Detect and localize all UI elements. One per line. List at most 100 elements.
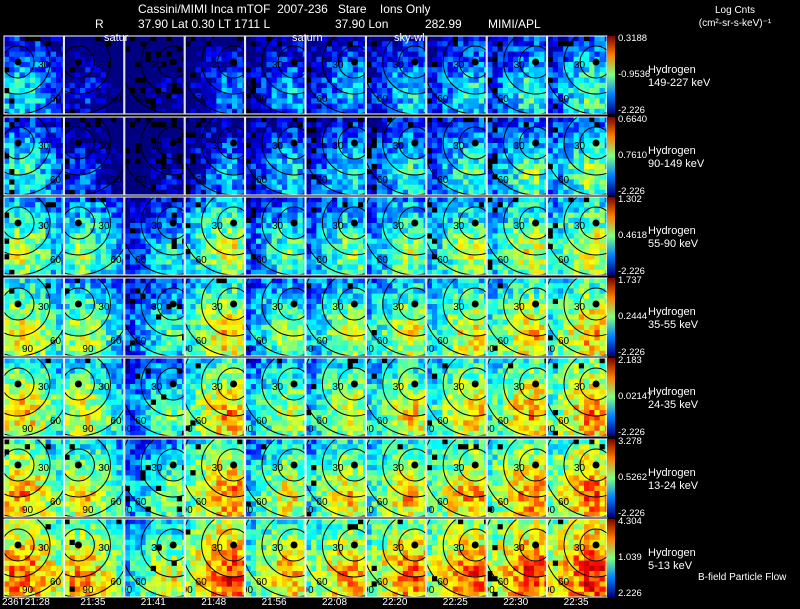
saturn-marker <box>290 461 298 469</box>
contour-line <box>140 519 185 578</box>
saturn-marker <box>169 139 177 147</box>
contour-line <box>201 197 245 256</box>
panel-frame <box>63 277 125 357</box>
panel-frame <box>184 277 246 357</box>
longitude-label: 37.90 Lon <box>335 17 389 31</box>
panel-r3-c0: 30 60 90 <box>4 278 64 356</box>
contour-label: 30 <box>212 382 224 393</box>
panel-label-sky: sky-wl <box>394 32 425 44</box>
contour-label: 90 <box>302 424 314 435</box>
contour-label: 60 <box>256 94 268 105</box>
contour-label: 60 <box>498 497 510 508</box>
contour-line <box>156 45 185 79</box>
saturn-marker <box>532 219 540 227</box>
panel-frame <box>63 196 125 276</box>
panel-r5-c0: 30 60 90 <box>4 439 64 517</box>
contour-line <box>156 126 185 160</box>
contour-label: 30 <box>272 543 284 554</box>
contour-label: 60 <box>377 255 389 266</box>
saturn-marker <box>350 139 358 147</box>
panel-frame <box>245 357 306 437</box>
colorbar-title-text: Log Cnts <box>714 5 756 16</box>
contour-line <box>4 358 51 417</box>
time-label: 21:56 <box>261 597 287 608</box>
contour-label: 60 <box>196 255 208 266</box>
contour-label: 30 <box>151 60 163 71</box>
contour-line <box>261 117 306 176</box>
contour-line <box>563 519 607 578</box>
contour-line <box>156 367 185 401</box>
contour-label: 60 <box>256 336 268 347</box>
contour-label: 30 <box>453 543 465 554</box>
contour-label: 60 <box>377 94 389 105</box>
contour-label: 90 <box>121 505 133 516</box>
contour-label: 30 <box>212 221 224 232</box>
contour-label: 30 <box>453 60 465 71</box>
contour-label: 30 <box>332 382 344 393</box>
contour-label: 30 <box>151 221 163 232</box>
contour-label: 30 <box>272 60 284 71</box>
contour-label: 60 <box>498 255 510 266</box>
saturn-marker <box>411 461 419 469</box>
contour-label: 30 <box>38 60 50 71</box>
contour-label: 30 <box>514 382 526 393</box>
contour-label: 60 <box>377 175 389 186</box>
contour-line <box>503 117 547 176</box>
contour-line <box>64 126 95 160</box>
contour-label: 30 <box>151 141 163 152</box>
panel-r1-c5: 30 60 <box>306 117 366 195</box>
contour-line <box>458 126 487 160</box>
contour-line <box>64 358 111 417</box>
contour-line <box>140 358 185 417</box>
contour-line <box>4 206 35 240</box>
contour-line <box>321 36 366 95</box>
contour-label: 60 <box>135 497 147 508</box>
contour-line <box>503 358 547 417</box>
contour-label: 90 <box>423 585 435 596</box>
contour-label: 30 <box>332 302 344 313</box>
saturn-marker <box>169 380 177 388</box>
contour-label: 90 <box>242 505 254 516</box>
contour-line <box>217 367 245 401</box>
panel-frame <box>486 438 548 518</box>
contour-label: 30 <box>38 302 50 313</box>
contour-line <box>398 448 426 482</box>
saturn-marker <box>350 219 358 227</box>
saturn-marker <box>532 541 540 549</box>
contour-label: 60 <box>110 577 122 588</box>
contour-line <box>519 448 547 482</box>
contour-line <box>201 36 245 95</box>
contour-label: 90 <box>182 424 194 435</box>
contour-line <box>579 126 607 160</box>
contour-line <box>64 36 111 95</box>
contour-line <box>382 519 426 578</box>
contour-line <box>442 36 487 95</box>
panel-frame <box>305 116 366 196</box>
contour-label: 60 <box>196 175 208 186</box>
contour-label: 30 <box>98 543 110 554</box>
contour-label: 60 <box>558 175 570 186</box>
energy-label: 149-227 keV <box>648 77 711 89</box>
panel-r2-c9: 30 60 <box>547 197 607 275</box>
contour-line <box>4 448 35 482</box>
contour-label: 30 <box>574 221 586 232</box>
contour-label: 90 <box>484 505 496 516</box>
contour-label: 60 <box>110 94 122 105</box>
contour-line <box>156 287 185 321</box>
saturn-marker <box>14 380 22 388</box>
contour-line <box>201 117 245 176</box>
colorbar-row-4 <box>607 358 615 436</box>
panel-frame <box>365 116 427 196</box>
contour-label: 60 <box>558 255 570 266</box>
contour-line <box>382 197 426 256</box>
colorbar-min: -2.226 <box>618 508 645 519</box>
